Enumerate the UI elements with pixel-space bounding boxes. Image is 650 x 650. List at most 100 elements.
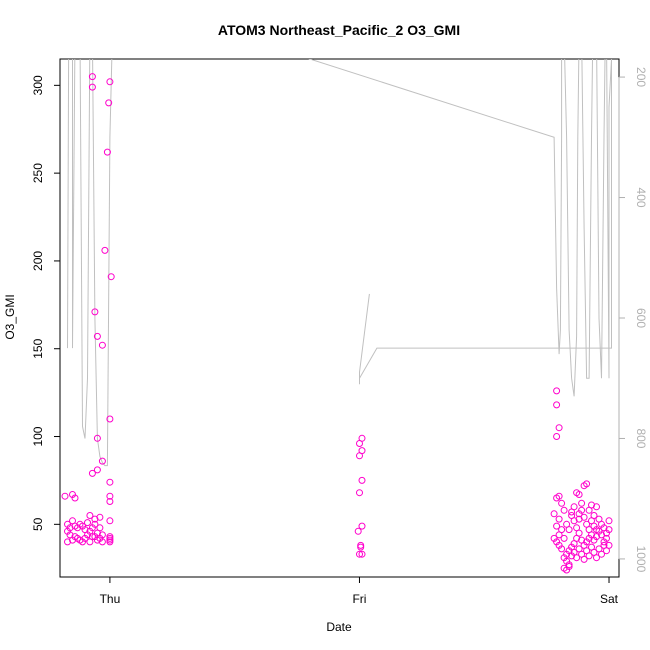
y-tick-label: 100 [31, 426, 45, 446]
y2-tick-label: 400 [634, 188, 648, 208]
o3-point [356, 452, 363, 460]
y-tick-label: 200 [31, 251, 45, 271]
o3-point [553, 387, 561, 395]
o3-point [578, 536, 586, 544]
o3-point [578, 506, 586, 514]
o3-point [570, 517, 578, 525]
o3-point [98, 538, 106, 546]
x-tick-label: Fri [352, 592, 366, 606]
o3-point [560, 506, 568, 514]
o3-point [64, 527, 71, 535]
o3-point [88, 469, 96, 477]
o3-point [106, 415, 114, 423]
y2-tick-label: 200 [634, 67, 648, 87]
o3-point [588, 531, 595, 539]
o3-point [358, 476, 366, 484]
plot-border [59, 58, 620, 578]
o3-point [84, 519, 91, 527]
o3-point [565, 563, 573, 570]
o3-point [91, 520, 99, 528]
o3-point [605, 517, 613, 525]
o3-point [105, 99, 113, 107]
y-tick-label: 50 [31, 517, 45, 531]
o3-point [71, 494, 79, 502]
x-tick-label: Sat [600, 592, 619, 606]
o3-point [563, 520, 571, 528]
y2-tick-label: 600 [634, 308, 648, 328]
o3-point [61, 492, 69, 500]
pressure-layer [67, 59, 612, 467]
o3-point [588, 501, 595, 509]
chart-title: ATOM3 Northeast_Pacific_2 O3_GMI [218, 22, 460, 38]
o3-point [583, 480, 591, 488]
y-tick-label: 300 [31, 75, 45, 95]
o3-point [84, 531, 91, 539]
o3-point [91, 308, 99, 316]
x-axis: Thu Fri Sat [100, 576, 619, 606]
o3-point [106, 498, 114, 505]
o3-point [106, 538, 114, 546]
o3-point [590, 512, 598, 519]
o3-point [553, 433, 561, 440]
o3-point [568, 508, 576, 516]
o3-point [101, 246, 109, 254]
o3-point [605, 541, 613, 549]
o3-point [356, 550, 363, 558]
o3-point [106, 517, 114, 525]
o3-point [106, 478, 114, 486]
y-axis-label: O3_GMI [3, 294, 17, 339]
o3-point [550, 510, 558, 518]
plot-frame [59, 58, 620, 578]
y-tick-label: 150 [31, 338, 45, 358]
o3-point [605, 526, 613, 534]
o3-point [106, 78, 114, 86]
o3-point [103, 148, 111, 156]
o3-point [74, 534, 81, 542]
o3-point [93, 332, 101, 340]
y2-tick-label: 1000 [634, 546, 648, 573]
o3-point [106, 534, 114, 542]
o3-point [69, 536, 76, 544]
o3-point [598, 550, 605, 558]
o3-point [558, 545, 566, 553]
y-axis-left: 50 100 150 200 250 300 [31, 75, 61, 531]
x-tick-label: Thu [100, 592, 121, 606]
o3-point [553, 401, 561, 409]
o3-point [88, 73, 96, 81]
o3-point [578, 499, 586, 507]
y2-tick-label: 800 [634, 428, 648, 448]
o3-point [593, 526, 600, 534]
o3-point [357, 543, 365, 551]
o3-point [358, 550, 366, 558]
o3-point [560, 534, 568, 542]
o3-point [558, 499, 566, 507]
o3-point [358, 522, 366, 530]
o3-point [585, 552, 593, 560]
y-tick-label: 250 [31, 163, 45, 183]
o3-point [555, 424, 563, 432]
o3-point [600, 538, 608, 546]
o3-point [93, 434, 101, 442]
o3-point [580, 555, 588, 563]
o3-point [575, 491, 583, 498]
o3-point [93, 466, 101, 474]
o3-point [553, 494, 561, 502]
o3-point [96, 524, 104, 532]
o3-point [86, 512, 94, 519]
y-axis-right: 200 400 600 800 1000 [618, 67, 648, 573]
o3-point [356, 489, 363, 497]
o3-point [555, 515, 563, 523]
pressure-line [67, 59, 612, 467]
o3-point [575, 515, 583, 523]
o3-point [593, 554, 600, 562]
o3-point [356, 440, 363, 447]
o3-point [88, 83, 96, 91]
o3-point [106, 492, 114, 500]
o3-point [88, 533, 96, 541]
o3-point [555, 531, 563, 539]
o3-point [79, 538, 86, 546]
o3-points-layer [61, 73, 613, 574]
o3-point [98, 457, 106, 465]
x-axis-label: Date [326, 620, 352, 634]
